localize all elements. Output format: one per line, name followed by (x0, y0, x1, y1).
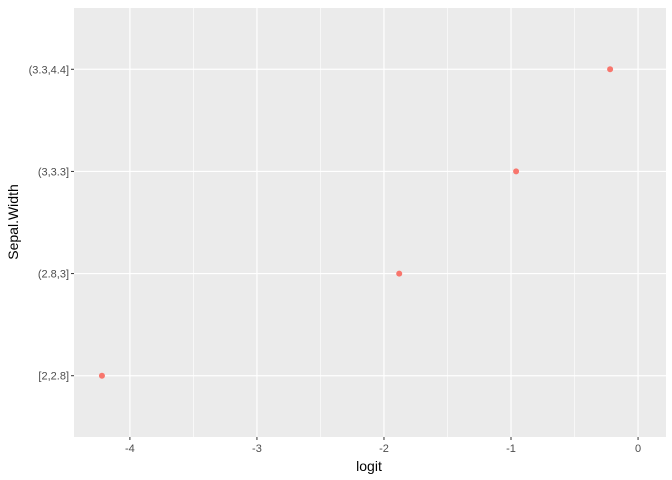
x-axis: -4 -3 -2 -1 0 (125, 437, 641, 455)
data-point (396, 270, 403, 277)
y-tick-label: (3,3.3] (38, 166, 69, 178)
y-tick-label: (3.3,4.4] (29, 64, 69, 76)
x-tick-label: -4 (125, 443, 135, 455)
y-tick-label: (2.8,3] (38, 269, 69, 281)
data-point (513, 168, 520, 175)
y-axis-label: Sepal.Width (5, 184, 21, 259)
x-axis-label: logit (356, 458, 382, 474)
data-point (607, 66, 614, 73)
y-axis: [2,2.8] (2.8,3] (3,3.3] (3.3,4.4] (29, 64, 74, 383)
x-tick-label: 0 (635, 443, 641, 455)
x-tick-label: -1 (506, 443, 516, 455)
data-point (98, 372, 105, 379)
data-points (98, 66, 614, 379)
x-tick-label: -2 (379, 443, 389, 455)
grid-lines (74, 8, 666, 437)
x-tick-label: -3 (252, 443, 262, 455)
y-tick-label: [2,2.8] (38, 371, 69, 383)
plot-panel (74, 8, 666, 437)
